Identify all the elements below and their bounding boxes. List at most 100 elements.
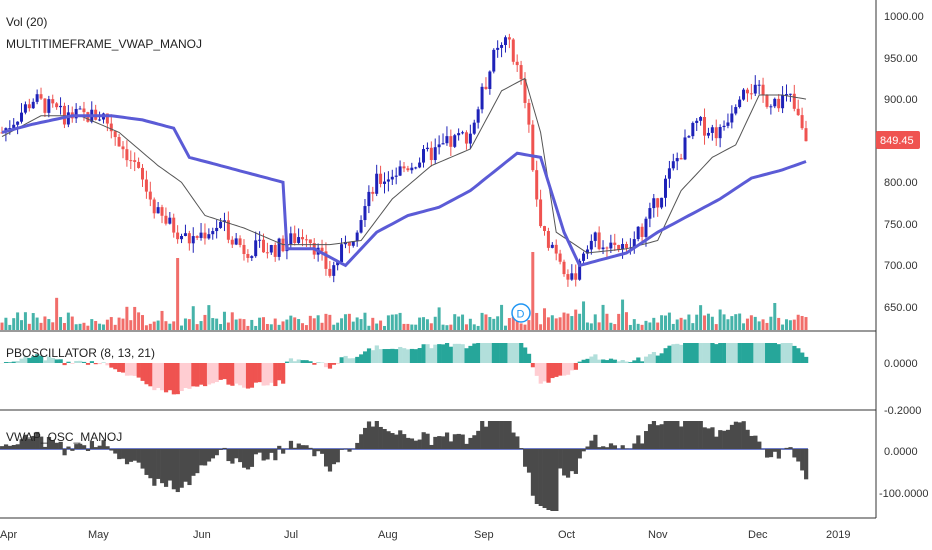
pbosc-bar bbox=[39, 355, 44, 363]
vol-indicator-title[interactable]: Vol (20) bbox=[6, 15, 47, 29]
vwap-osc-bar bbox=[206, 449, 212, 462]
volume-bar bbox=[593, 314, 597, 330]
volume-bar bbox=[636, 323, 640, 330]
candle-body bbox=[441, 143, 445, 145]
pbosc-bar bbox=[550, 363, 555, 379]
vwap-osc-bar bbox=[214, 449, 219, 456]
volume-bar bbox=[105, 319, 109, 330]
candle-body bbox=[250, 256, 254, 258]
vwap-osc-bar bbox=[421, 432, 426, 449]
volume-bar bbox=[246, 325, 250, 330]
candle-body bbox=[660, 197, 664, 208]
volume-bar bbox=[129, 320, 133, 330]
volume-bar bbox=[320, 322, 324, 330]
pbosc-bar bbox=[722, 343, 727, 363]
pbosc-bar bbox=[499, 343, 504, 363]
vwap-osc-bar bbox=[804, 449, 809, 480]
vwap-osc-bar bbox=[78, 443, 83, 449]
vwap-osc-bar bbox=[117, 449, 122, 460]
candle-body bbox=[663, 178, 667, 198]
vwap-osc-bar bbox=[464, 443, 469, 449]
candle-body bbox=[55, 103, 59, 108]
volume-bar bbox=[254, 325, 258, 330]
dividend-marker[interactable]: D bbox=[511, 303, 531, 323]
pbosc-bar bbox=[171, 363, 176, 395]
candle-body bbox=[152, 199, 156, 214]
candle-body bbox=[414, 167, 418, 169]
volume-bar bbox=[632, 319, 636, 330]
volume-bar bbox=[66, 312, 70, 330]
candle-body bbox=[293, 233, 297, 243]
osc1-tick: -0.2000 bbox=[884, 405, 921, 417]
pbosc-bar bbox=[370, 350, 376, 363]
vwap-osc-bar bbox=[331, 449, 336, 465]
vwap-osc-bar bbox=[140, 449, 145, 469]
pbosc-bar bbox=[195, 363, 200, 387]
pbosc-bar bbox=[476, 343, 481, 363]
volume-bar bbox=[527, 320, 531, 330]
candle-body bbox=[765, 95, 769, 107]
vwap-osc-bar bbox=[495, 421, 500, 449]
vwap-osc-bar bbox=[546, 449, 551, 510]
pbosc-bar bbox=[316, 362, 321, 363]
pbosc-bar bbox=[768, 343, 774, 363]
pbosc-bar bbox=[581, 359, 586, 363]
vwap-osc-bar bbox=[70, 449, 75, 451]
pbosc-bar bbox=[484, 343, 489, 363]
volume-bar bbox=[425, 319, 429, 330]
pbosc-bar bbox=[433, 344, 438, 363]
pbosc-bar bbox=[745, 343, 750, 363]
pbosc-bar bbox=[187, 363, 192, 389]
candle-body bbox=[191, 236, 195, 244]
price-axis[interactable]: 1000.00 950.00 900.00 800.00 750.00 700.… bbox=[876, 11, 924, 314]
pbosc-bar bbox=[452, 343, 457, 363]
candle-body bbox=[671, 161, 675, 169]
volume-bar bbox=[687, 314, 691, 330]
volume-bar bbox=[507, 318, 511, 330]
candle-body bbox=[367, 191, 371, 207]
pbosc-bar bbox=[444, 343, 450, 363]
vwap-osc-bar bbox=[109, 449, 114, 451]
volume-bar bbox=[74, 324, 78, 330]
pbosc-bar bbox=[405, 349, 411, 363]
pbosc-bar bbox=[804, 356, 809, 363]
candle-body bbox=[632, 239, 636, 248]
pboscillator-title[interactable]: PBOSCILLATOR (8, 13, 21) bbox=[6, 346, 155, 360]
vwap-osc-title[interactable]: VWAP_OSC_MANOJ bbox=[6, 430, 122, 444]
volume-bar bbox=[745, 318, 749, 330]
candle-body bbox=[738, 99, 742, 108]
volume-bar bbox=[765, 322, 769, 330]
pbosc-bar bbox=[261, 363, 266, 386]
pbosc-bar bbox=[441, 344, 446, 363]
vwap-osc-bar bbox=[405, 437, 411, 449]
candle-body bbox=[289, 233, 293, 245]
volume-bar bbox=[394, 314, 398, 330]
volume-bar bbox=[484, 314, 488, 330]
vwap-osc-bar bbox=[558, 449, 563, 469]
volume-bar bbox=[644, 320, 648, 330]
volume-bar bbox=[141, 315, 145, 330]
price-tick: 650.00 bbox=[884, 302, 918, 314]
vwap-osc-bar bbox=[526, 449, 532, 473]
vwap-osc-bar bbox=[612, 445, 618, 449]
vwap-osc-bar bbox=[187, 449, 192, 486]
vwap-osc-bar bbox=[722, 430, 727, 449]
pbosc-bar bbox=[448, 346, 454, 363]
pbosc-bar bbox=[663, 348, 668, 363]
candle-body bbox=[304, 239, 308, 241]
vwap-osc-bar bbox=[249, 449, 255, 467]
volume-bar bbox=[386, 315, 390, 330]
vwap-osc-bar bbox=[636, 435, 641, 449]
pbosc-bar bbox=[42, 360, 48, 363]
time-axis[interactable]: Apr May Jun Jul Aug Sep Oct Nov Dec 2019 bbox=[0, 529, 850, 541]
candle-body bbox=[398, 166, 402, 176]
volume-bar bbox=[699, 305, 703, 330]
vwap-osc-bar bbox=[39, 436, 44, 449]
vwap-osc-bar bbox=[675, 421, 680, 449]
volume-bar bbox=[640, 324, 644, 330]
pbosc-bar bbox=[612, 359, 618, 363]
volume-bar bbox=[382, 325, 386, 330]
vwap-indicator-title[interactable]: MULTITIMEFRAME_VWAP_MANOJ bbox=[6, 37, 202, 51]
vwap-osc-bar bbox=[218, 449, 223, 450]
